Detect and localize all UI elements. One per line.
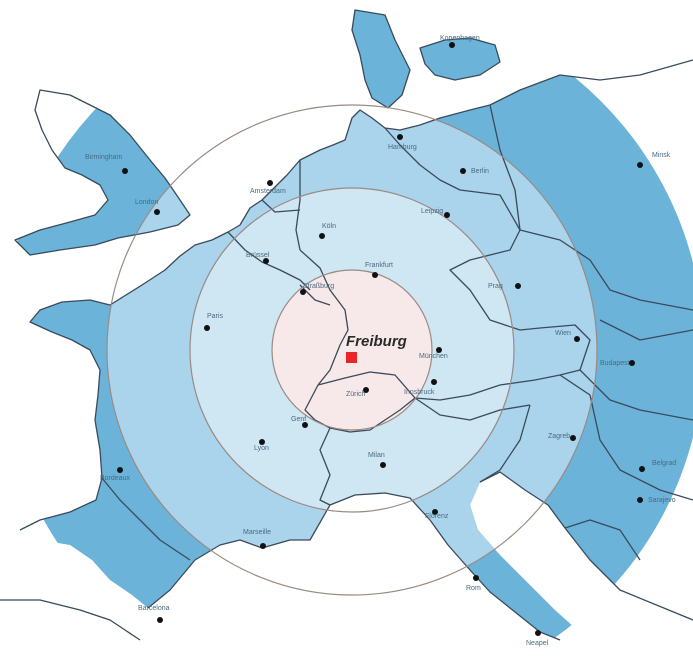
city-dot	[436, 347, 442, 353]
city-dot	[637, 162, 643, 168]
city-dot	[515, 283, 521, 289]
city-label: Wien	[555, 330, 571, 337]
city-label: Brüssel	[246, 252, 270, 259]
city-label: Florenz	[425, 513, 449, 520]
city-label: Paris	[207, 313, 223, 320]
city-label: Zagreb	[548, 433, 570, 440]
city-dot	[117, 467, 123, 473]
city-label: London	[135, 199, 158, 206]
city-dot	[302, 422, 308, 428]
city-dot	[629, 360, 635, 366]
city-dot	[380, 462, 386, 468]
freiburg-marker	[346, 352, 357, 363]
city-label: Bordeaux	[100, 475, 130, 482]
city-label: Leipzig	[421, 208, 443, 215]
city-label: Straßburg	[303, 283, 334, 290]
city-dot	[363, 387, 369, 393]
city-label: Prag	[488, 283, 503, 290]
ring-200km	[189, 187, 515, 513]
band-100km	[272, 270, 432, 430]
city-dot	[122, 168, 128, 174]
city-dot	[431, 379, 437, 385]
city-dot	[267, 180, 273, 186]
city-label: Kopenhagen	[440, 35, 480, 42]
city-dot	[397, 134, 403, 140]
city-markers: Kopenhagen Birmingham London Hamburg Berlin M…	[85, 35, 676, 647]
city-dot	[574, 336, 580, 342]
city-label: Marseille	[243, 529, 271, 536]
city-dot	[154, 209, 160, 215]
city-label: Barcelona	[138, 605, 170, 612]
city-label: Köln	[322, 223, 336, 230]
city-label: Frankfurt	[365, 262, 393, 269]
city-label: Zürich	[346, 391, 366, 398]
city-dot	[263, 258, 269, 264]
city-dot	[570, 435, 576, 441]
danish-islands	[420, 38, 500, 80]
distance-rings	[106, 104, 598, 596]
ring-300km	[106, 104, 598, 596]
city-dot	[535, 630, 541, 636]
city-label: München	[419, 353, 448, 360]
ring-100km	[271, 269, 433, 431]
city-dot	[473, 575, 479, 581]
city-dot	[460, 168, 466, 174]
city-dot	[259, 439, 265, 445]
city-label: Budapest	[600, 360, 630, 367]
city-dot	[319, 233, 325, 239]
city-dot	[372, 272, 378, 278]
city-dot	[260, 543, 266, 549]
city-label: Belgrad	[652, 460, 676, 467]
city-dot	[432, 509, 438, 515]
city-dot	[637, 497, 643, 503]
city-label: Innsbruck	[404, 389, 435, 396]
city-label: Neapel	[526, 640, 549, 647]
city-label: Rom	[466, 585, 481, 592]
city-label: Birmingham	[85, 154, 123, 161]
city-label: Genf	[291, 416, 306, 423]
city-label: Minsk	[652, 152, 671, 159]
city-label: Sarajevo	[648, 497, 676, 504]
city-label: Berlin	[471, 168, 489, 175]
city-dot	[204, 325, 210, 331]
city-dot	[444, 212, 450, 218]
national-borders	[0, 104, 693, 641]
city-dot	[449, 42, 455, 48]
freiburg-label: Freiburg	[346, 333, 407, 350]
city-label: Lyon	[254, 445, 269, 452]
city-label: Milan	[368, 452, 385, 459]
city-dot	[639, 466, 645, 472]
city-dot	[157, 617, 163, 623]
city-dot	[300, 289, 306, 295]
city-label: Hamburg	[388, 144, 417, 151]
city-label: Amsterdam	[250, 188, 286, 195]
